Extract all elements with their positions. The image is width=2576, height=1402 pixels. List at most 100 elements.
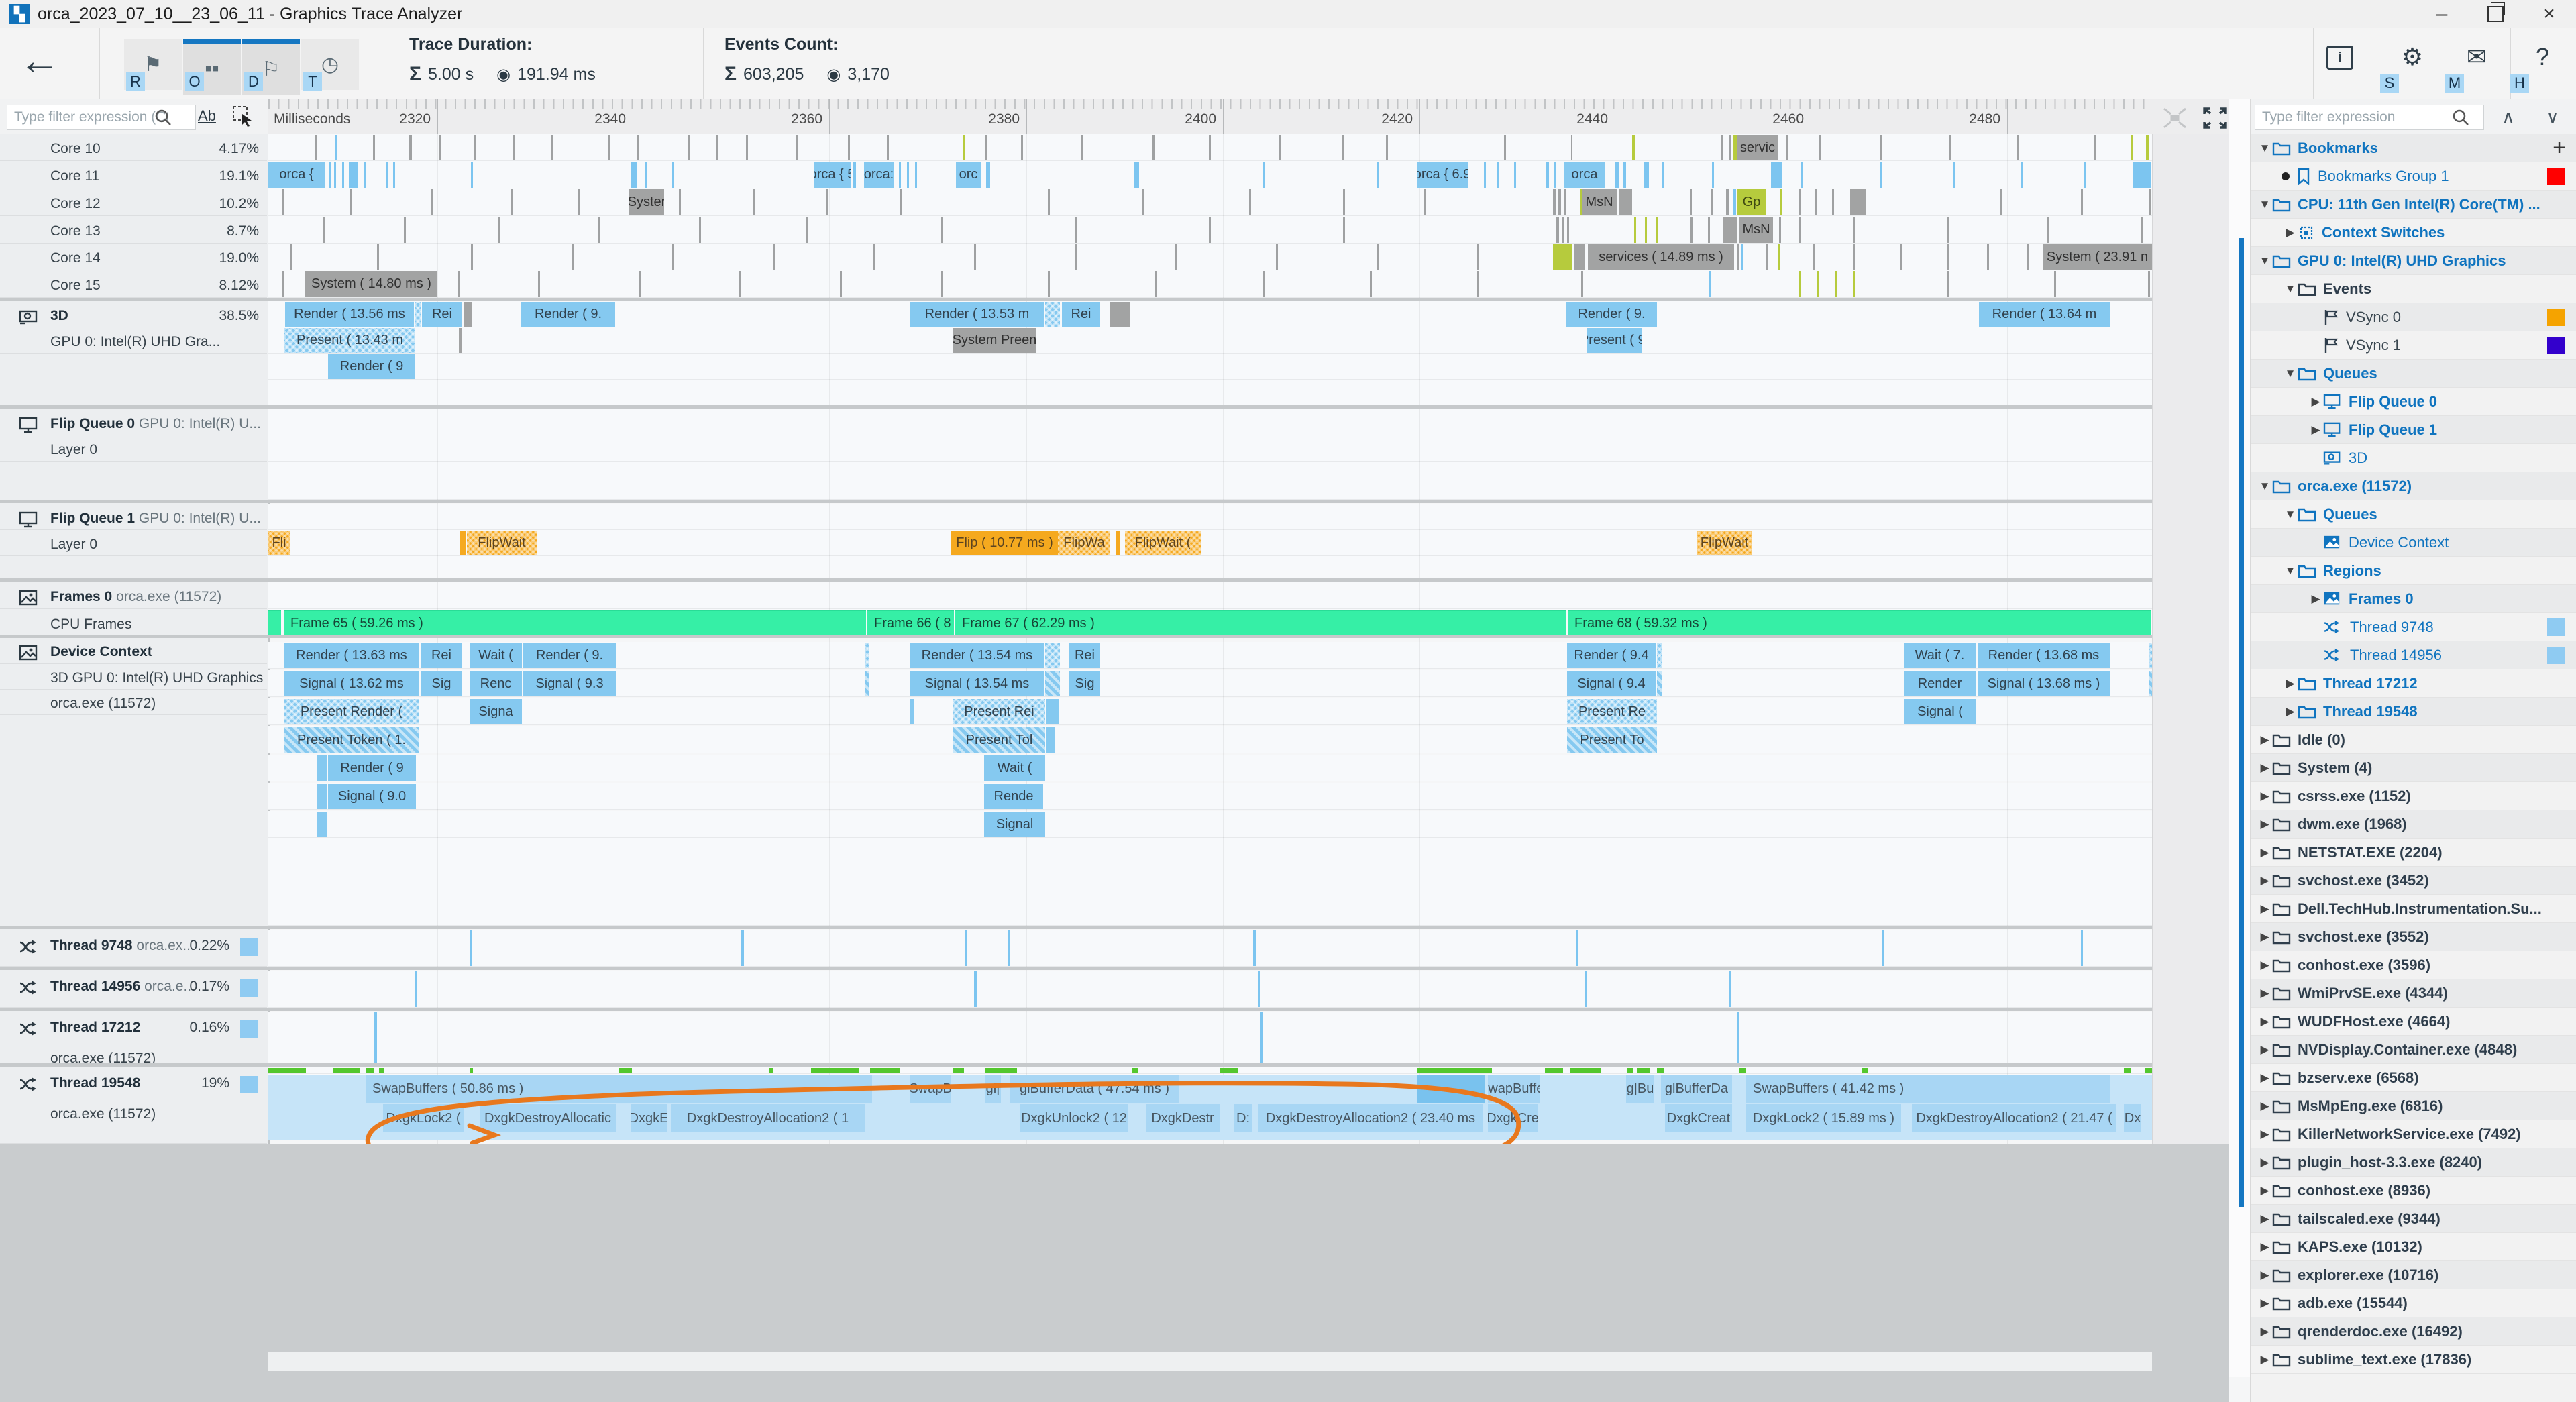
- sidebar-item-dc-gpu[interactable]: 3D GPU 0: Intel(R) UHD Graphics: [0, 664, 267, 690]
- timeline-bar-frame[interactable]: Frame 66 ( 8: [867, 610, 954, 637]
- caret-down-icon[interactable]: ▼: [2284, 282, 2296, 295]
- feedback-button[interactable]: ✉: [2457, 43, 2497, 71]
- sidebar-item-flip-queue-1[interactable]: Flip Queue 1 GPU 0: Intel(R) U...: [0, 504, 267, 530]
- tree-item-flip-queue-1[interactable]: ▶ Flip Queue 1: [2251, 416, 2576, 444]
- tree-item-bookmarks[interactable]: ▼ Bookmarks +: [2251, 134, 2576, 162]
- timeline-bar-rei[interactable]: Rei: [421, 643, 462, 668]
- tree-item-explorer-exe-10716[interactable]: ▶ explorer.exe (10716): [2251, 1261, 2576, 1289]
- timeline-bar-signal[interactable]: Signal ( 9.3: [523, 671, 616, 696]
- expand-fit-icon[interactable]: [2202, 106, 2229, 130]
- timeline-bar-flipwait[interactable]: FlipWait (: [1125, 531, 1201, 555]
- tree-item-events[interactable]: ▼ Events: [2251, 275, 2576, 303]
- caret-right-icon[interactable]: ▶: [2260, 1099, 2269, 1112]
- timeline-bar-render[interactable]: Render ( 9.4: [1567, 643, 1656, 668]
- caret-right-icon[interactable]: ▶: [2260, 902, 2269, 915]
- tree-item-thread-17212[interactable]: ▶ Thread 17212: [2251, 669, 2576, 698]
- caret-right-icon[interactable]: ▶: [2260, 789, 2269, 802]
- timeline-bar-render[interactable]: Render: [1904, 671, 1976, 696]
- timeline-bar-syster[interactable]: Syster: [629, 189, 664, 215]
- timeline-bar-renc[interactable]: Renc: [470, 671, 522, 696]
- sidebar-item-thread-9748[interactable]: Thread 9748 orca.ex... 0.22%: [0, 930, 267, 967]
- tree-item-nvdisplay-container-exe-4848[interactable]: ▶ NVDisplay.Container.exe (4848): [2251, 1036, 2576, 1064]
- timeline-bar-flipwait[interactable]: FlipWait: [467, 531, 537, 555]
- caret-right-icon[interactable]: ▶: [2286, 225, 2295, 239]
- timeline-bar-orca[interactable]: orca { 5: [814, 162, 851, 188]
- color-swatch[interactable]: [2547, 308, 2565, 326]
- timeline-bar-signal[interactable]: Signal ( 13.62 ms: [284, 671, 419, 696]
- caret-right-icon[interactable]: ▶: [2260, 1324, 2269, 1338]
- caret-right-icon[interactable]: ▶: [2260, 873, 2269, 887]
- timeline-bar-flipwa[interactable]: FlipWa: [1058, 531, 1110, 555]
- sidebar-item-flip-queue-0[interactable]: Flip Queue 0 GPU 0: Intel(R) U...: [0, 409, 267, 435]
- timeline-bar-signal[interactable]: Signal ( 13.54 ms: [910, 671, 1044, 696]
- sidebar-item-frames-0[interactable]: Frames 0 orca.exe (11572): [0, 582, 267, 609]
- caret-down-icon[interactable]: ▼: [2259, 197, 2271, 211]
- tree-item-adb-exe-15544[interactable]: ▶ adb.exe (15544): [2251, 1289, 2576, 1317]
- timeline-bar-render[interactable]: Render ( 13.54 ms: [910, 643, 1044, 668]
- tree-item-regions[interactable]: ▼ Regions: [2251, 557, 2576, 585]
- timeline-bar-present[interactable]: Present Token ( 1.: [284, 727, 419, 753]
- tree-item-queues[interactable]: ▼ Queues: [2251, 500, 2576, 529]
- sidebar-item-row-3d-gpu[interactable]: GPU 0: Intel(R) UHD Gra...: [0, 327, 267, 354]
- caret-right-icon[interactable]: ▶: [2260, 817, 2269, 830]
- timeline-bar-rei[interactable]: Rei: [1069, 643, 1100, 668]
- minimize-button[interactable]: –: [2436, 3, 2448, 25]
- timeline-bar-rei[interactable]: Rei: [422, 302, 462, 327]
- horizontal-scrollbar[interactable]: [268, 1352, 2152, 1371]
- timeline-bar-dxgkunlock2[interactable]: DxgkUnlock2 ( 12: [1020, 1104, 1128, 1132]
- caret-right-icon[interactable]: ▶: [2260, 1127, 2269, 1140]
- tree-item-plugin-host-3-3-exe-8240[interactable]: ▶ plugin_host-3.3.exe (8240): [2251, 1148, 2576, 1177]
- timeline-bar-dxgkdestroyallocation2[interactable]: DxgkDestroyAllocation2 ( 21.47 (: [1912, 1104, 2116, 1132]
- tree-item-3d[interactable]: 3D: [2251, 444, 2576, 472]
- timeline-bar-servic[interactable]: servic: [1737, 135, 1778, 160]
- tree-filter-input[interactable]: [2255, 105, 2484, 130]
- settings-button[interactable]: ⚙: [2392, 43, 2432, 71]
- timeline-bar-orca[interactable]: orca { 6.9: [1417, 162, 1468, 188]
- timeline-bar-render[interactable]: Render ( 9: [328, 354, 415, 379]
- timeline-bar-dxgkdestroyallocation2[interactable]: DxgkDestroyAllocation2 ( 23.40 ms: [1258, 1104, 1483, 1132]
- timeline-bar-dxgkcre[interactable]: DxgkCre: [1488, 1104, 1538, 1132]
- timeline-bar-system[interactable]: System ( 23.91 n: [2043, 244, 2152, 270]
- caret-right-icon[interactable]: ▶: [2260, 1014, 2269, 1028]
- tree-item-dwm-exe-1968[interactable]: ▶ dwm.exe (1968): [2251, 810, 2576, 839]
- timeline-bar-d:[interactable]: D:: [1234, 1104, 1252, 1132]
- timeline-bar-dxgklock2[interactable]: DxgkLock2 (: [383, 1104, 464, 1132]
- tree-item-thread-19548[interactable]: ▶ Thread 19548: [2251, 698, 2576, 726]
- timeline-bar-render[interactable]: Render ( 13.53 m: [910, 302, 1044, 327]
- timeline-bar-frame[interactable]: Frame 67 ( 62.29 ms ): [955, 610, 1566, 637]
- timeline-bar-signal[interactable]: Signal: [984, 812, 1045, 837]
- caret-right-icon[interactable]: ▶: [2260, 930, 2269, 943]
- tree-item-frames-0[interactable]: ▶ Frames 0: [2251, 585, 2576, 613]
- color-swatch[interactable]: [2547, 167, 2565, 185]
- sidebar-item-core-13[interactable]: Core 13 8.7%: [0, 216, 267, 244]
- sidebar-item-thread-19548[interactable]: Thread 19548 19% orca.exe (11572): [0, 1067, 267, 1144]
- timeline-bar-sig[interactable]: Sig: [421, 671, 462, 696]
- timeline-bar-wait[interactable]: Wait ( 7.: [1904, 643, 1976, 668]
- timeline-bar-msn[interactable]: MsN: [1582, 189, 1617, 215]
- caret-down-icon[interactable]: ▼: [2259, 254, 2271, 267]
- tree-item-vsync-1[interactable]: VSync 1: [2251, 331, 2576, 360]
- tree-item-device-context[interactable]: Device Context: [2251, 529, 2576, 557]
- tree-item-netstat-exe-2204[interactable]: ▶ NETSTAT.EXE (2204): [2251, 839, 2576, 867]
- timeline-bar-system[interactable]: System ( 14.80 ms ): [305, 271, 437, 297]
- caret-right-icon[interactable]: ▶: [2260, 1042, 2269, 1056]
- back-button[interactable]: ←: [19, 38, 60, 84]
- timeline-bar-flip[interactable]: Flip ( 10.77 ms ): [951, 531, 1058, 555]
- tree-item-sublime-text-exe-17836[interactable]: ▶ sublime_text.exe (17836): [2251, 1346, 2576, 1374]
- caret-right-icon[interactable]: ▶: [2260, 761, 2269, 774]
- timeline-bar-orca:[interactable]: orca:: [864, 162, 894, 188]
- caret-down-icon[interactable]: ▼: [2284, 563, 2296, 577]
- caret-right-icon[interactable]: ▶: [2260, 1268, 2269, 1281]
- color-swatch[interactable]: [2547, 336, 2565, 354]
- caret-right-icon[interactable]: ▶: [2260, 1352, 2269, 1366]
- timeline-bar-swapbuffers[interactable]: SwapBuffers ( 50.86 ms ): [366, 1075, 872, 1103]
- tree-item-idle-0[interactable]: ▶ Idle (0): [2251, 726, 2576, 754]
- timeline-bar-present[interactable]: Present Rei: [953, 699, 1045, 724]
- timeline-bar-rei[interactable]: Rei: [1062, 302, 1100, 327]
- timeline-bar-signal[interactable]: Signal ( 9.4: [1567, 671, 1656, 696]
- timeline-bar-signal[interactable]: Signal ( 13.68 ms ): [1978, 671, 2110, 696]
- timeline-bar-orca[interactable]: orca {: [268, 162, 325, 188]
- caret-right-icon[interactable]: ▶: [2260, 733, 2269, 746]
- caret-down-icon[interactable]: ▼: [2284, 507, 2296, 521]
- restore-button[interactable]: [2469, 0, 2522, 28]
